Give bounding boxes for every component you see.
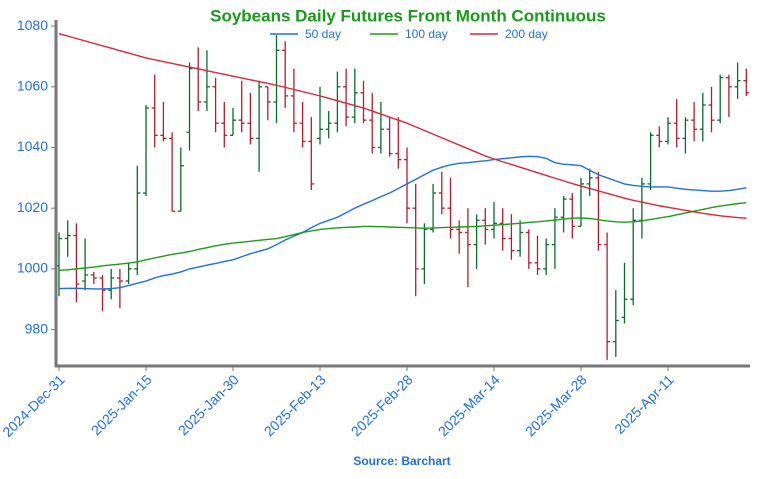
ohlc-bar xyxy=(473,214,480,269)
ohlc-bar xyxy=(517,220,524,257)
ohlc-bar xyxy=(630,208,637,306)
ohlc-bar xyxy=(717,74,724,124)
ohlc-bar xyxy=(116,268,123,309)
ohlc-bar xyxy=(177,147,184,212)
moving-average-line xyxy=(58,32,747,219)
ohlc-bar xyxy=(238,80,245,133)
source-note: Source: Barchart xyxy=(353,454,450,468)
y-tick-label: 1080 xyxy=(17,17,48,33)
ohlc-bar xyxy=(438,171,445,215)
x-tick-label: 2025-Mar-28 xyxy=(522,371,590,439)
ohlc-bar xyxy=(595,171,602,251)
ohlc-bar xyxy=(343,68,350,127)
ohlc-bar xyxy=(612,290,619,357)
ohlc-bar xyxy=(377,101,384,154)
ohlc-bar xyxy=(560,196,567,233)
ohlc-bar xyxy=(203,50,210,112)
ohlc-bar xyxy=(569,193,576,239)
ohlc-bar xyxy=(734,62,741,99)
x-tick-label: 2025-Feb-13 xyxy=(261,371,329,439)
ohlc-bar xyxy=(386,117,393,157)
x-tick-label: 2025-Mar-14 xyxy=(435,371,503,439)
ohlc-bar xyxy=(64,220,71,257)
ohlc-bar xyxy=(699,92,706,142)
ohlc-bar xyxy=(334,71,341,133)
ohlc-bar xyxy=(647,132,654,190)
ohlc-bar xyxy=(247,92,254,145)
ohlc-bar xyxy=(143,104,149,197)
ohlc-bar xyxy=(586,168,593,197)
y-tick-label: 1020 xyxy=(17,199,48,215)
ohlc-bar xyxy=(673,98,680,148)
ohlc-bar xyxy=(525,229,532,269)
legend-label: 50 day xyxy=(305,27,341,41)
ohlc-bar xyxy=(360,80,367,124)
ohlc-bar xyxy=(543,238,550,275)
ohlc-bar xyxy=(99,274,106,312)
ohlc-bar xyxy=(195,47,202,112)
ohlc-bar xyxy=(151,74,158,148)
ohlc-bar xyxy=(708,86,715,133)
y-tick-label: 1000 xyxy=(17,260,48,276)
ohlc-bar xyxy=(186,62,193,151)
ohlc-bar xyxy=(282,41,289,109)
ohlc-bar xyxy=(604,232,611,360)
ohlc-bar xyxy=(430,183,437,233)
ohlc-bar xyxy=(665,117,671,145)
ohlc-bar xyxy=(108,268,115,300)
chart-title: Soybeans Daily Futures Front Month Conti… xyxy=(210,6,606,25)
ohlc-bar xyxy=(82,238,89,291)
ohlc-bar xyxy=(464,208,471,288)
ohlc-bar xyxy=(221,101,228,148)
ohlc-bar xyxy=(534,235,541,275)
ohlc-bar xyxy=(169,132,176,212)
ohlc-bar xyxy=(725,74,732,118)
ohlc-bar xyxy=(125,262,132,285)
ohlc-bar xyxy=(621,262,628,324)
ohlc-bar xyxy=(743,68,750,96)
ohlc-bar xyxy=(499,208,506,251)
ohlc-bar xyxy=(412,183,419,297)
ohlc-bar xyxy=(134,165,141,275)
ohlc-bar xyxy=(682,117,689,154)
ohlc-bar xyxy=(212,77,219,133)
x-tick-label: 2024-Dec-31 xyxy=(0,371,68,440)
ohlc-bar xyxy=(508,214,515,260)
ohlc-bar xyxy=(90,271,97,285)
ohlc-bar xyxy=(691,101,698,142)
ohlc-bar xyxy=(456,220,463,254)
ohlc-bar xyxy=(299,101,306,148)
ohlc-bar xyxy=(351,68,358,124)
ohlc-bar xyxy=(491,202,497,239)
ohlc-bar xyxy=(447,177,454,239)
ohlc-bar xyxy=(308,117,315,190)
y-tick-label: 1060 xyxy=(17,77,48,93)
ohlc-bar xyxy=(273,35,280,124)
ohlc-bar xyxy=(421,223,428,285)
x-tick-label: 2025-Jan-15 xyxy=(88,371,155,438)
ohlc-bar xyxy=(369,92,376,154)
x-tick-label: 2025-Jan-30 xyxy=(175,371,242,438)
ohlc-bar xyxy=(551,208,558,269)
ohlc-bar xyxy=(404,147,410,224)
x-tick-label: 2025-Apr-11 xyxy=(611,371,677,437)
ohlc-bar xyxy=(230,108,236,136)
ohlc-bar xyxy=(395,117,402,169)
ohlc-bar xyxy=(290,68,297,133)
ohlc-bar xyxy=(160,101,167,142)
ohlc-bar xyxy=(256,80,263,172)
moving-average-line xyxy=(58,155,747,290)
ohlc-bar xyxy=(656,126,663,148)
y-tick-label: 1040 xyxy=(17,138,48,154)
ohlc-bar xyxy=(73,223,80,303)
x-tick-label: 2025-Feb-28 xyxy=(348,371,416,439)
y-tick-label: 980 xyxy=(25,320,49,336)
legend-label: 200 day xyxy=(505,27,548,41)
moving-average-line xyxy=(58,202,747,272)
ohlc-bar xyxy=(325,111,332,139)
ohlc-bar xyxy=(264,86,271,121)
legend-label: 100 day xyxy=(405,27,448,41)
